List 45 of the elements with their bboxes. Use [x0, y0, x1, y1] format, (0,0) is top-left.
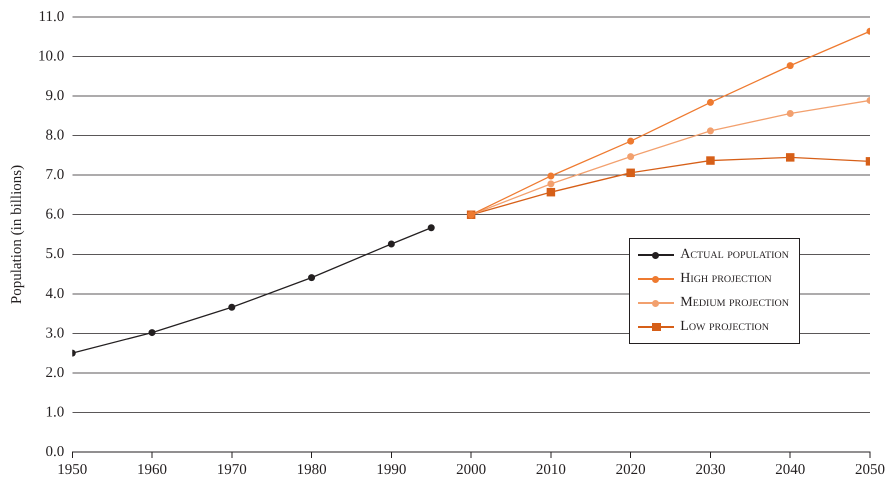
- point: [706, 98, 714, 106]
- point: [627, 153, 634, 160]
- y-tick-label: 9.0: [46, 88, 64, 104]
- x-tick-label: 2020: [616, 462, 646, 478]
- y-tick-label: 6.0: [46, 206, 64, 223]
- point: [786, 153, 794, 162]
- y-tick-label: 4.0: [46, 286, 64, 302]
- x-tick-label: 2000: [456, 462, 486, 478]
- x-tick-label: 2050: [855, 462, 885, 478]
- point: [627, 138, 634, 145]
- point: [148, 329, 156, 336]
- point: [626, 168, 635, 178]
- x-tick-label: 2030: [695, 462, 726, 478]
- legend-label: High projection: [680, 271, 772, 287]
- point: [428, 224, 435, 232]
- x-tick-label: 2010: [536, 462, 566, 478]
- x-tick-label: 1960: [137, 462, 168, 478]
- x-tick-label: 1970: [216, 462, 247, 478]
- y-tick-label: 8.0: [46, 128, 64, 144]
- y-tick-label: 11.0: [38, 8, 64, 25]
- y-tick-label: 5.0: [46, 246, 64, 262]
- y-tick-label: 10.0: [38, 48, 64, 64]
- x-tick-label: 1990: [376, 462, 406, 478]
- point: [546, 188, 556, 196]
- point: [228, 304, 236, 311]
- legend-label: Low projection: [680, 319, 769, 335]
- point: [388, 240, 395, 248]
- x-tick-label: 1950: [57, 462, 88, 478]
- y-axis-title: Population (in billions): [8, 164, 25, 304]
- point: [547, 172, 554, 180]
- point: [786, 110, 794, 117]
- legend-label: Medium projection: [680, 295, 789, 311]
- legend-label: Actual population: [680, 247, 789, 263]
- y-tick-label: 2.0: [46, 364, 64, 381]
- y-tick-label: 0.0: [46, 444, 64, 460]
- y-tick-label: 3.0: [46, 325, 64, 342]
- y-tick-label: 1.0: [46, 404, 64, 420]
- point: [786, 62, 794, 70]
- point: [547, 180, 554, 188]
- y-tick-label: 7.0: [46, 167, 64, 184]
- x-tick-label: 2040: [775, 462, 806, 478]
- point: [308, 274, 316, 282]
- point: [706, 127, 714, 134]
- point: [706, 156, 715, 165]
- x-tick-label: 1980: [296, 462, 327, 478]
